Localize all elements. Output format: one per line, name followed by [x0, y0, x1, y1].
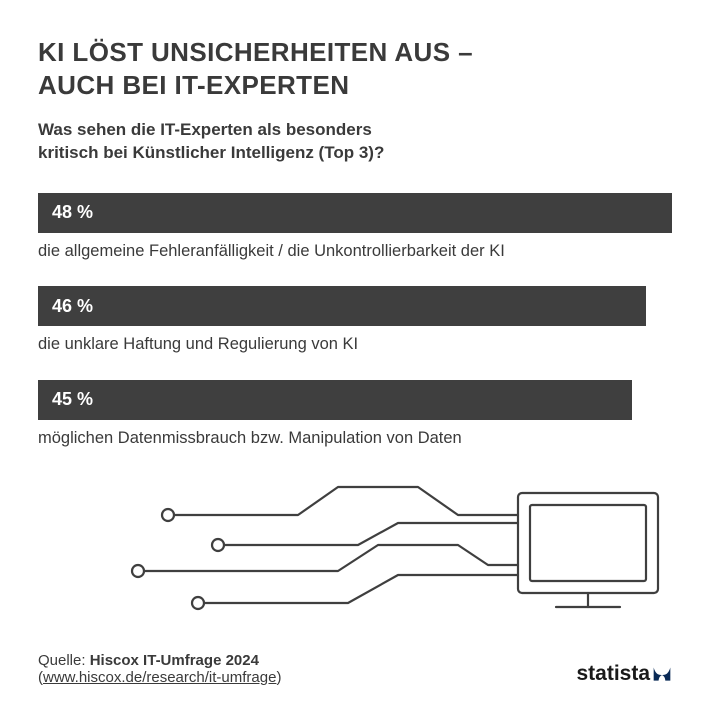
subtitle-line-2: kritisch bei Künstlicher Intelligenz (To…	[38, 143, 384, 162]
bar-fill-2: 45 %	[38, 380, 632, 420]
bar-caption: die unklare Haftung und Regulierung von …	[38, 334, 672, 355]
title-line-1: KI LÖST UNSICHERHEITEN AUS –	[38, 37, 473, 67]
bar-track: 46 %	[38, 286, 672, 326]
source-prefix: Quelle:	[38, 652, 90, 669]
page-title: KI LÖST UNSICHERHEITEN AUS – AUCH BEI IT…	[38, 36, 672, 101]
bar-value-label: 48 %	[52, 202, 93, 223]
brand-name: statista	[576, 662, 650, 686]
subtitle-line-1: Was sehen die IT-Experten als besonders	[38, 120, 372, 139]
bar-value-label: 45 %	[52, 389, 93, 410]
bar-fill-1: 46 %	[38, 286, 646, 326]
bar-row: 46 % die unklare Haftung und Regulierung…	[38, 286, 672, 355]
statista-wave-icon	[652, 664, 672, 684]
source-paren-close: )	[276, 669, 281, 686]
statista-logo: statista	[576, 662, 672, 686]
bar-chart: 48 % die allgemeine Fehleranfälligkeit /…	[38, 193, 672, 449]
bar-row: 48 % die allgemeine Fehleranfälligkeit /…	[38, 193, 672, 262]
circuit-monitor-illustration	[38, 475, 672, 625]
infographic-container: KI LÖST UNSICHERHEITEN AUS – AUCH BEI IT…	[0, 0, 710, 710]
bar-caption: möglichen Datenmissbrauch bzw. Manipulat…	[38, 428, 672, 449]
source-name: Hiscox IT-Umfrage 2024	[90, 652, 259, 669]
bar-value-label: 46 %	[52, 296, 93, 317]
bar-fill-0: 48 %	[38, 193, 672, 233]
subtitle: Was sehen die IT-Experten als besonders …	[38, 119, 672, 165]
title-line-2: AUCH BEI IT-EXPERTEN	[38, 70, 349, 100]
source-citation: Quelle: Hiscox IT-Umfrage 2024 (www.hisc…	[38, 652, 281, 686]
bar-track: 48 %	[38, 193, 672, 233]
bar-caption: die allgemeine Fehleranfälligkeit / die …	[38, 241, 672, 262]
source-url: www.hiscox.de/research/it-umfrage	[43, 669, 276, 686]
bar-row: 45 % möglichen Datenmissbrauch bzw. Mani…	[38, 380, 672, 449]
bar-track: 45 %	[38, 380, 672, 420]
footer: Quelle: Hiscox IT-Umfrage 2024 (www.hisc…	[38, 652, 672, 686]
